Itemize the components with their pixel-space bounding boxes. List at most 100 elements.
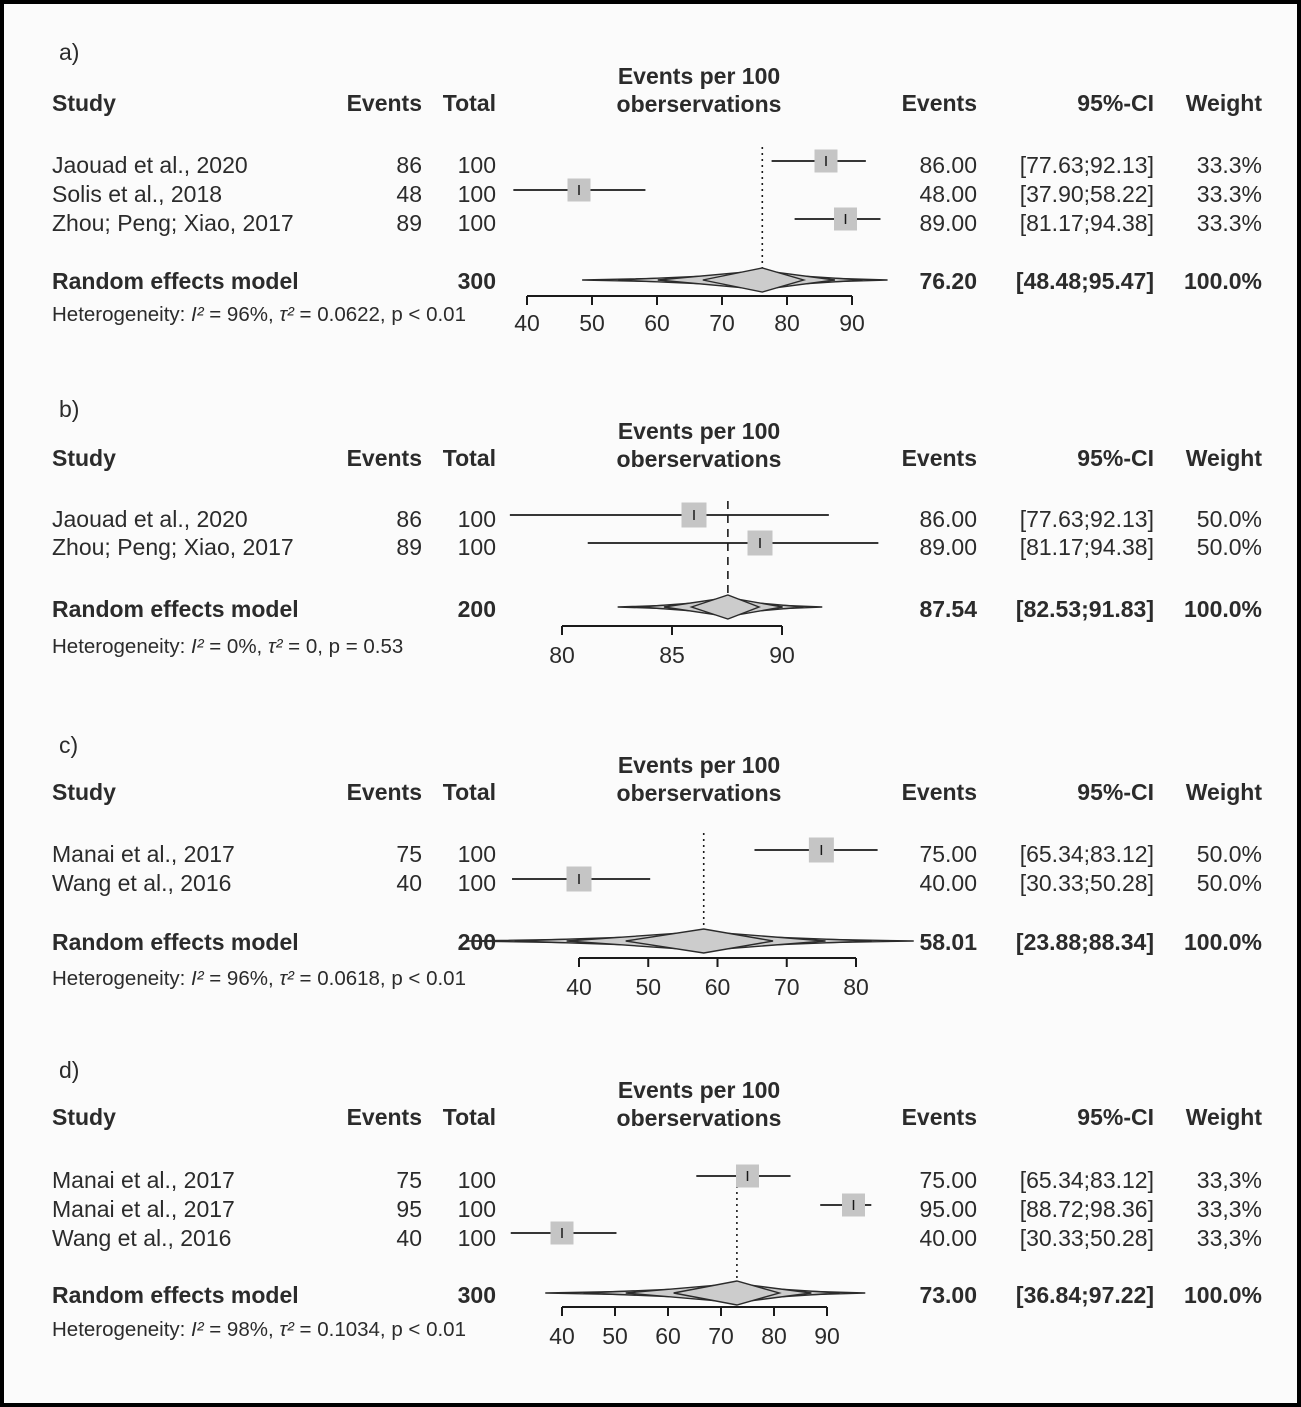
total-value: 100 — [457, 506, 496, 532]
het-tau2-rest: = 0, p = 0.53 — [282, 635, 404, 658]
ci-value: [81.17;94.38] — [1019, 210, 1154, 236]
axis-title-line2: oberservations — [616, 446, 782, 472]
het-tau2: τ² — [279, 967, 294, 990]
het-tau2: τ² — [267, 635, 283, 658]
study-name: Manai et al., 2017 — [52, 1167, 235, 1193]
summary-total: 300 — [457, 268, 496, 294]
weight-value: 50.0% — [1196, 870, 1262, 896]
ci-value: [77.63;92.13] — [1019, 506, 1154, 532]
weight-value: 33.3% — [1196, 210, 1262, 236]
summary-label: Random effects model — [52, 929, 299, 955]
col-header-events: Events — [346, 445, 422, 471]
events-value: 95 — [396, 1196, 422, 1222]
summary-total: 200 — [457, 596, 496, 622]
axis-tick-label: 80 — [549, 642, 575, 668]
events-value: 75 — [396, 841, 422, 867]
axis-title-line2: oberservations — [616, 1105, 782, 1131]
axis-title-line2: oberservations — [616, 780, 782, 806]
ci-value: [65.34;83.12] — [1019, 841, 1154, 867]
total-value: 100 — [457, 534, 496, 560]
estimate-value: 75.00 — [919, 841, 977, 867]
col-header-study: Study — [52, 445, 116, 471]
het-prefix: Heterogeneity: — [52, 303, 192, 326]
weight-value: 33,3% — [1196, 1167, 1262, 1193]
col-header-events: Events — [346, 779, 422, 805]
summary-ci: [82.53;91.83] — [1015, 596, 1154, 622]
estimate-value: 89.00 — [919, 534, 977, 560]
ci-value: [65.34;83.12] — [1019, 1167, 1154, 1193]
study-marker — [747, 530, 773, 556]
het-i2: I² — [191, 303, 204, 326]
summary-diamond-layer — [625, 1282, 812, 1304]
het-tau2: τ² — [279, 303, 294, 326]
axis-tick-label: 50 — [602, 1323, 628, 1349]
study-marker — [736, 1164, 759, 1188]
axis-tick-label: 60 — [655, 1323, 681, 1349]
col-header-events-pct: Events — [901, 90, 977, 116]
col-header-events-pct: Events — [901, 779, 977, 805]
summary-ci: [48.48;95.47] — [1015, 268, 1154, 294]
estimate-value: 40.00 — [919, 1225, 977, 1251]
col-header-total: Total — [442, 445, 496, 471]
het-prefix: Heterogeneity: — [52, 635, 192, 658]
ci-value: [81.17;94.38] — [1019, 534, 1154, 560]
summary-estimate: 76.20 — [919, 268, 977, 294]
col-header-events: Events — [346, 90, 422, 116]
col-header-total: Total — [442, 779, 496, 805]
ci-value: [88.72;98.36] — [1019, 1196, 1154, 1222]
events-value: 86 — [396, 506, 422, 532]
study-name: Manai et al., 2017 — [52, 1196, 235, 1222]
axis-tick-label: 80 — [843, 974, 869, 1000]
het-prefix: Heterogeneity: — [52, 967, 192, 990]
col-header-study: Study — [52, 779, 116, 805]
het-i2-rest: = 98%, — [203, 1318, 280, 1341]
col-header-weight: Weight — [1185, 90, 1262, 116]
summary-weight: 100.0% — [1183, 1282, 1262, 1308]
summary-ci: [23.88;88.34] — [1015, 929, 1154, 955]
ci-value: [30.33;50.28] — [1019, 1225, 1154, 1251]
axis-tick-label: 90 — [839, 310, 865, 336]
col-header-weight: Weight — [1185, 779, 1262, 805]
summary-estimate: 73.00 — [919, 1282, 977, 1308]
weight-value: 33.3% — [1196, 152, 1262, 178]
weight-value: 50.0% — [1196, 534, 1262, 560]
study-name: Jaouad et al., 2020 — [52, 506, 248, 532]
estimate-value: 95.00 — [919, 1196, 977, 1222]
axis-tick-label: 85 — [659, 642, 685, 668]
axis-tick-label: 70 — [709, 310, 735, 336]
col-header-ci: 95%-CI — [1077, 90, 1154, 116]
events-value: 48 — [396, 181, 422, 207]
total-value: 100 — [457, 841, 496, 867]
ci-value: [77.63;92.13] — [1019, 152, 1154, 178]
weight-value: 50.0% — [1196, 506, 1262, 532]
summary-diamond-layer — [689, 594, 761, 620]
axis-tick-label: 90 — [814, 1323, 840, 1349]
het-i2-rest: = 96%, — [203, 967, 280, 990]
summary-diamond-layer — [566, 930, 826, 952]
axis-tick-label: 80 — [761, 1323, 787, 1349]
col-header-events-pct: Events — [901, 445, 977, 471]
summary-total: 300 — [457, 1282, 496, 1308]
het-prefix: Heterogeneity: — [52, 1318, 192, 1341]
summary-label: Random effects model — [52, 596, 299, 622]
col-header-total: Total — [442, 90, 496, 116]
axis-tick-label: 40 — [514, 310, 540, 336]
het-tau2-rest: = 0.0618, p < 0.01 — [293, 967, 466, 990]
summary-diamond-layer — [673, 1280, 782, 1306]
summary-weight: 100.0% — [1183, 929, 1262, 955]
axis-title-line1: Events per 100 — [617, 1077, 781, 1103]
col-header-weight: Weight — [1185, 1104, 1262, 1130]
het-i2-rest: = 0%, — [203, 635, 268, 658]
estimate-value: 40.00 — [919, 870, 977, 896]
total-value: 100 — [457, 152, 496, 178]
events-value: 89 — [396, 534, 422, 560]
summary-estimate: 87.54 — [919, 596, 977, 622]
axis-tick-label: 90 — [769, 642, 795, 668]
ci-value: [30.33;50.28] — [1019, 870, 1154, 896]
study-name: Wang et al., 2016 — [52, 870, 232, 896]
panel-label: d) — [59, 1057, 80, 1083]
panel-label: b) — [59, 396, 80, 422]
col-header-ci: 95%-CI — [1077, 779, 1154, 805]
axis-tick-label: 70 — [708, 1323, 734, 1349]
col-header-ci: 95%-CI — [1077, 445, 1154, 471]
